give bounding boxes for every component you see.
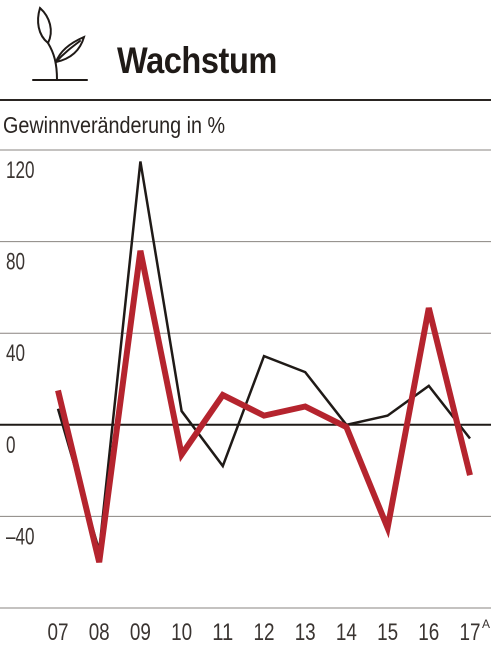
y-tick-label: 0 — [6, 432, 16, 459]
x-tick-label: 09 — [130, 619, 151, 646]
x-tick-label: 13 — [295, 619, 316, 646]
x-tick-label: 17 — [460, 619, 481, 646]
y-axis-label: Gewinnveränderung in % — [3, 112, 226, 138]
x-tick-superscript: A — [482, 617, 490, 631]
y-tick-label: 80 — [6, 249, 25, 276]
x-tick-label: 07 — [48, 619, 69, 646]
title-divider — [0, 99, 491, 101]
x-tick-label: 10 — [171, 619, 192, 646]
chart-title: Wachstum — [117, 40, 277, 81]
x-tick-label: 14 — [336, 619, 357, 646]
series-line-red — [55, 250, 473, 563]
x-tick-label: 08 — [89, 619, 110, 646]
x-tick-label: 16 — [418, 619, 439, 646]
x-tick-label: 11 — [212, 619, 233, 646]
y-tick-label: 40 — [6, 340, 25, 367]
x-tick-label: 12 — [254, 619, 275, 646]
y-tick-label: 120 — [6, 157, 35, 184]
plant-sprout-icon — [32, 6, 88, 81]
y-tick-label: –40 — [6, 523, 35, 550]
x-tick-label: 15 — [377, 619, 398, 646]
